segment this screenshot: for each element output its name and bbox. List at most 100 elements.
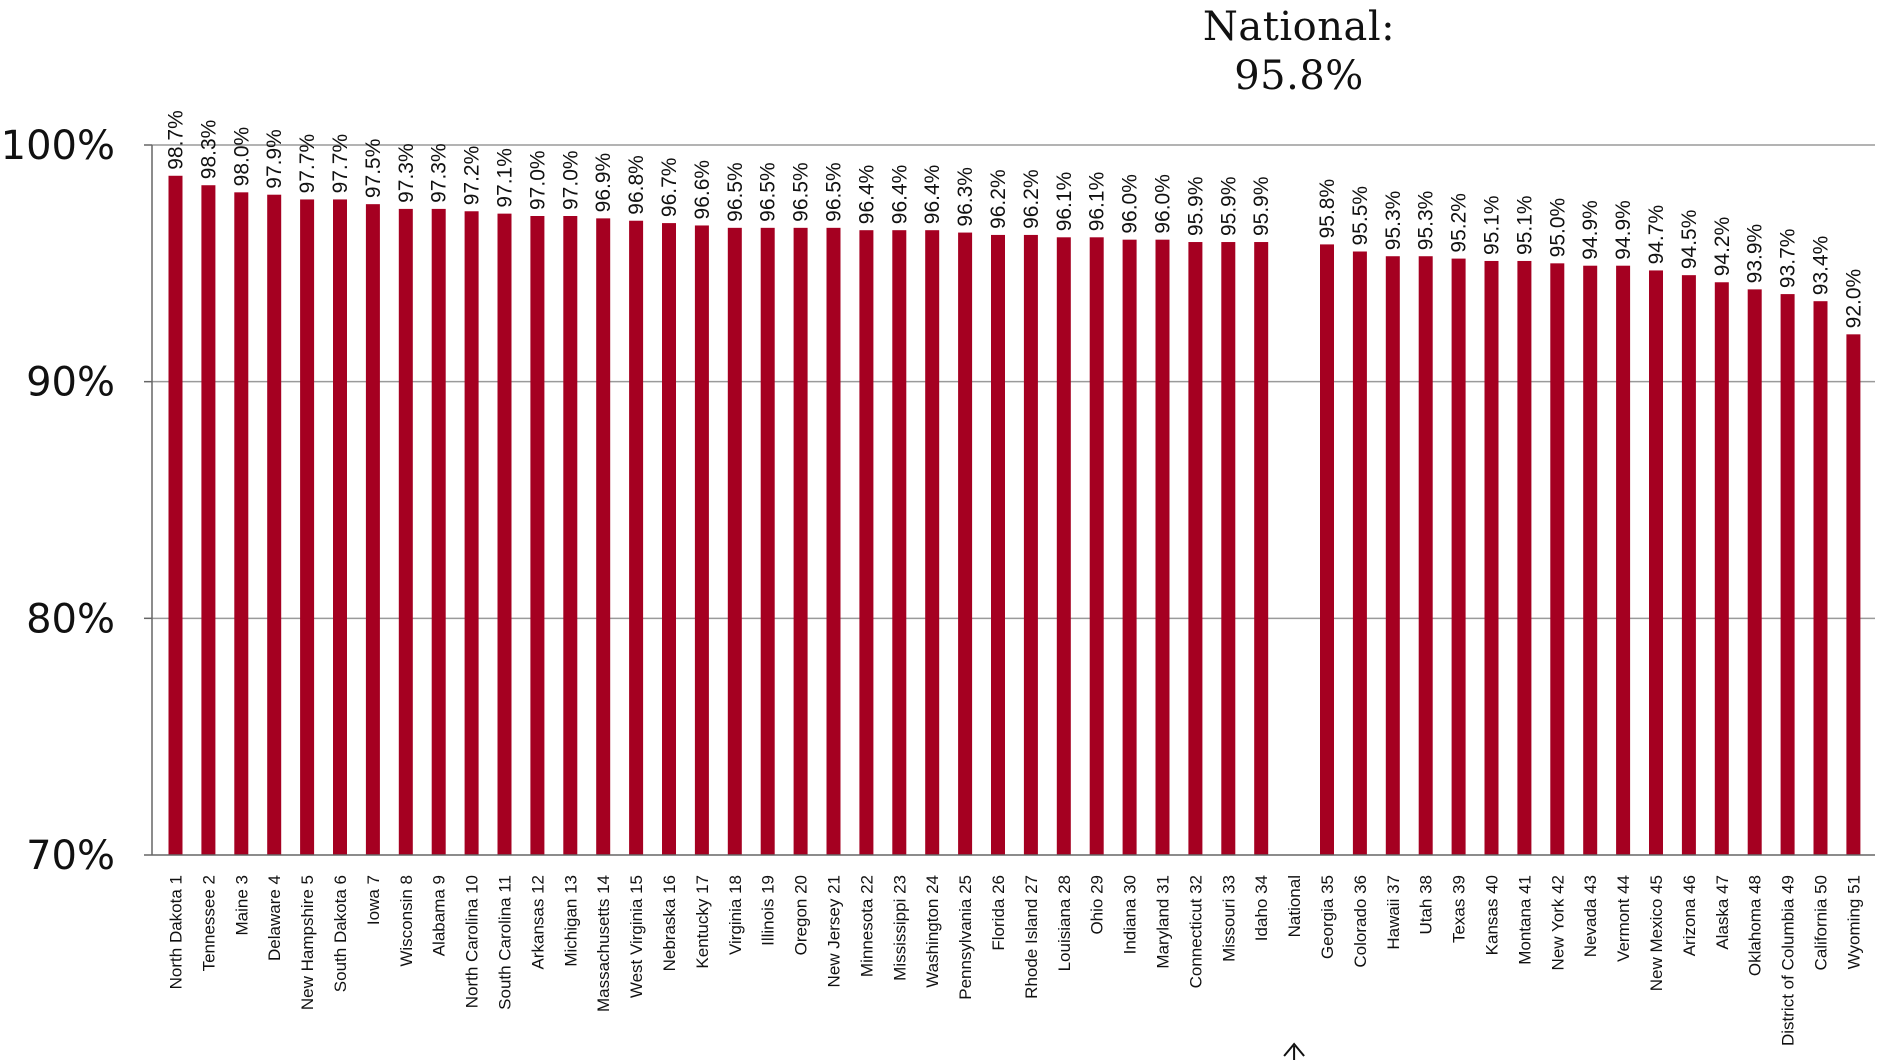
value-label: 95.8% — [1316, 179, 1339, 239]
value-label: 96.5% — [757, 162, 780, 222]
value-labels: 98.7% 98.3% 98.0% 97.9% 97.7% 97.7% 97.5% 97.3%… — [165, 110, 1866, 328]
category-label: Kansas 40 — [1483, 875, 1502, 955]
bar — [662, 223, 676, 856]
value-label: 96.4% — [855, 165, 878, 225]
category-label: New York 42 — [1548, 875, 1567, 970]
value-label: 96.9% — [592, 153, 615, 213]
y-tick-label: 80% — [26, 596, 115, 642]
category-label: Alabama 9 — [430, 875, 449, 956]
bar — [1616, 265, 1631, 855]
category-label: District of Columbia 49 — [1779, 875, 1798, 1046]
value-label: 96.6% — [691, 160, 714, 220]
bar — [859, 230, 874, 855]
bar — [1714, 282, 1729, 855]
value-label: 94.9% — [1579, 200, 1602, 260]
bar — [365, 204, 380, 855]
bar — [234, 192, 249, 856]
category-label: Wyoming 51 — [1844, 875, 1863, 969]
category-label: Louisiana 28 — [1055, 875, 1074, 971]
category-label: Colorado 36 — [1351, 875, 1370, 968]
bar — [793, 227, 808, 856]
bar — [1649, 270, 1663, 855]
category-label: Montana 41 — [1515, 875, 1534, 965]
value-label: 95.0% — [1546, 198, 1569, 258]
value-label: 94.9% — [1612, 200, 1635, 260]
value-label: 95.5% — [1349, 186, 1372, 246]
value-label: 95.9% — [1184, 176, 1207, 236]
value-label: 96.1% — [1086, 172, 1109, 232]
bar — [1089, 237, 1104, 856]
value-label: 97.7% — [329, 134, 352, 194]
bar — [1385, 256, 1400, 855]
value-label: 97.7% — [296, 134, 319, 194]
bar — [563, 216, 578, 855]
category-label: Pennsylvania 25 — [956, 875, 975, 1000]
category-label: Washington 24 — [923, 875, 942, 988]
category-label: Missouri 33 — [1219, 875, 1238, 962]
category-label: South Carolina 11 — [496, 875, 515, 1010]
bar — [1418, 256, 1433, 855]
bar — [431, 208, 446, 855]
category-labels: North Dakota 1 Tennessee 2 Maine 3 Delaware… — [167, 875, 1864, 1046]
category-label: Minnesota 22 — [857, 875, 876, 977]
bar — [1583, 265, 1598, 855]
bar — [1155, 239, 1170, 855]
category-label: California 50 — [1812, 875, 1831, 970]
axes-group — [151, 145, 1875, 856]
value-label: 94.5% — [1678, 210, 1701, 270]
bar — [1221, 242, 1236, 856]
category-label: Florida 26 — [989, 875, 1008, 951]
national-arrow-icon — [1283, 1042, 1305, 1060]
value-label: 96.3% — [954, 167, 977, 227]
value-label: 96.2% — [987, 169, 1010, 229]
category-label: Georgia 35 — [1318, 875, 1337, 959]
category-label: South Dakota 6 — [331, 875, 350, 992]
category-label: Indiana 30 — [1121, 875, 1140, 954]
category-label: North Carolina 10 — [463, 875, 482, 1008]
bar — [694, 225, 709, 855]
bar — [958, 232, 973, 856]
bar — [1780, 294, 1795, 856]
category-label: Arizona 46 — [1680, 875, 1699, 956]
value-label: 98.7% — [165, 110, 188, 170]
value-label: 96.4% — [888, 165, 911, 225]
bar — [1254, 242, 1269, 856]
category-label: West Virginia 15 — [627, 875, 646, 998]
category-label: New Hampshire 5 — [298, 875, 317, 1010]
value-label: 94.2% — [1711, 217, 1734, 277]
category-label: Ohio 29 — [1088, 875, 1107, 935]
y-tick-label: 70% — [26, 833, 115, 879]
category-label: Rhode Island 27 — [1022, 875, 1041, 999]
y-tick-label: 90% — [26, 360, 115, 406]
value-label: 97.0% — [526, 150, 549, 210]
bar — [596, 218, 611, 855]
category-label: New Mexico 45 — [1647, 875, 1666, 991]
category-label: Vermont 44 — [1614, 875, 1633, 962]
value-label: 96.2% — [1020, 169, 1043, 229]
bar — [1352, 251, 1367, 855]
bar — [1122, 239, 1137, 855]
value-label: 93.7% — [1777, 229, 1800, 289]
category-label: Delaware 4 — [265, 875, 284, 961]
value-label: 95.9% — [1250, 176, 1273, 236]
national-callout-value: 95.8% — [1234, 53, 1364, 99]
bar — [826, 227, 841, 856]
category-label: Oklahoma 48 — [1746, 875, 1765, 976]
bar — [1023, 234, 1038, 855]
value-label: 96.8% — [625, 155, 648, 215]
bar — [925, 230, 940, 855]
bar — [267, 194, 282, 855]
category-label: Maine 3 — [232, 875, 251, 935]
bar — [1451, 258, 1466, 856]
value-label: 96.0% — [1152, 174, 1175, 234]
category-label: Alaska 47 — [1713, 875, 1732, 950]
bars-group — [168, 175, 1861, 856]
category-label: Hawaii 37 — [1384, 875, 1403, 950]
bar — [727, 227, 742, 856]
value-label: 96.0% — [1119, 174, 1142, 234]
bar — [333, 199, 347, 855]
bar — [464, 211, 479, 855]
value-label: 93.9% — [1744, 224, 1767, 284]
value-label: 95.3% — [1382, 191, 1405, 251]
bar — [1056, 237, 1071, 856]
